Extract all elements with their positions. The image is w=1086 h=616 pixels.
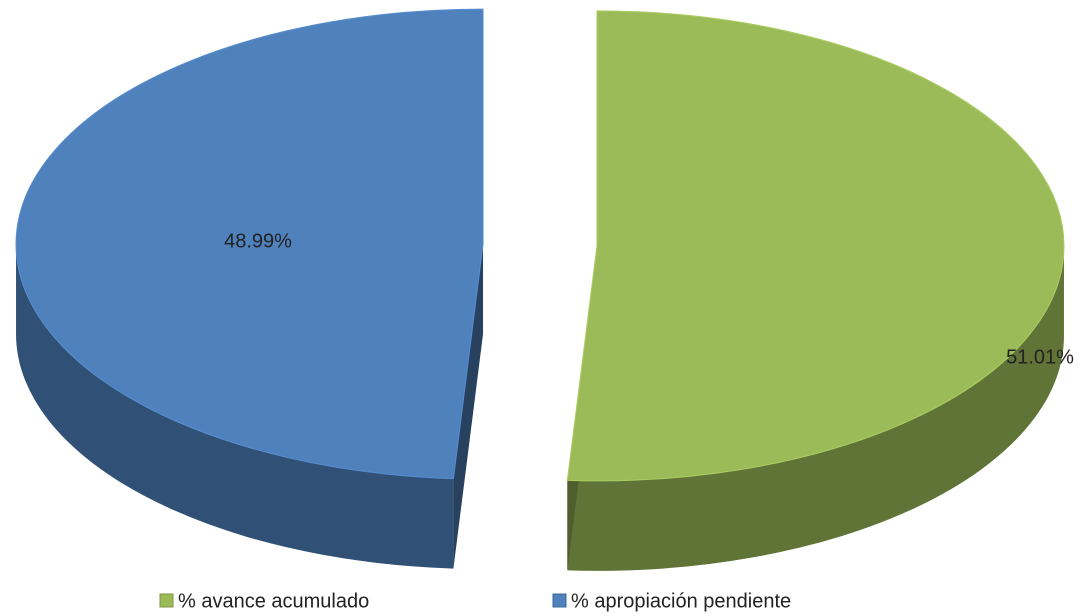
legend-swatch <box>552 593 567 608</box>
data-label: 48.99% <box>224 230 292 252</box>
slice-side <box>567 245 1064 571</box>
slice-face <box>453 244 484 569</box>
legend-label: % avance acumulado <box>178 590 369 612</box>
slice-side <box>16 244 454 569</box>
legend-label: % apropiación pendiente <box>571 590 791 612</box>
slice <box>566 10 1065 482</box>
slice <box>15 8 484 480</box>
data-label: 51.01% <box>1006 346 1074 368</box>
legend-swatch <box>159 593 174 608</box>
